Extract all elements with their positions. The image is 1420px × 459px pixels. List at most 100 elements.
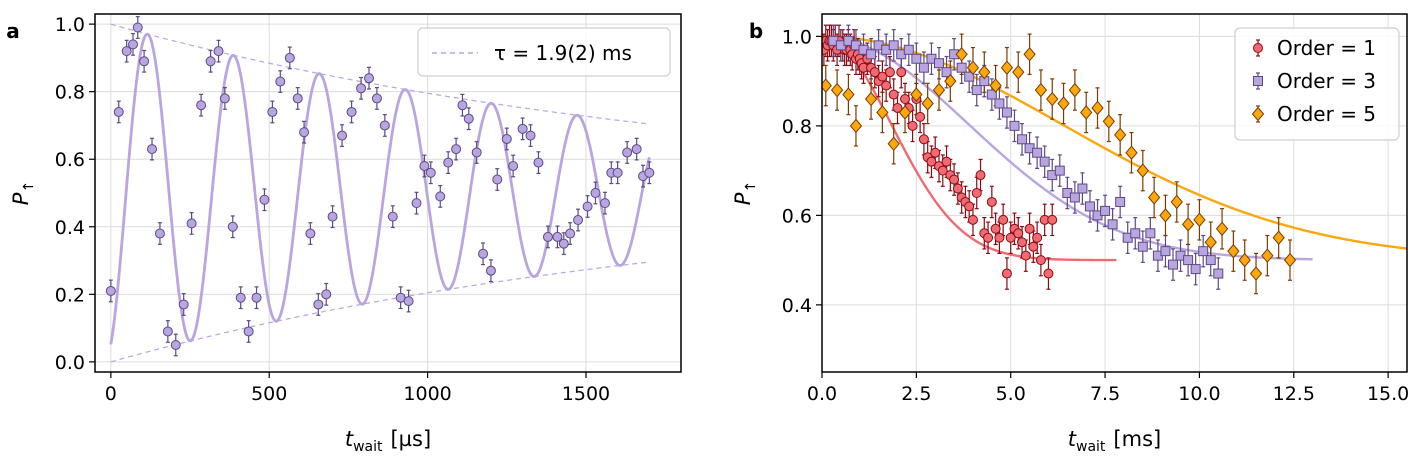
data-point	[196, 100, 207, 111]
x-axis-label-unit: [µs]	[390, 427, 431, 451]
data-point	[305, 228, 316, 239]
data-point	[542, 231, 553, 242]
data-point	[485, 265, 496, 276]
data-point-order-1	[884, 67, 895, 78]
data-point-order-5	[966, 60, 980, 75]
y-tick-label: 0.4	[55, 217, 85, 239]
data-point-order-1	[937, 165, 948, 176]
plot-frame	[94, 13, 682, 373]
data-point-order-5	[932, 82, 946, 98]
data-point-order-5	[1283, 252, 1297, 268]
data-point-order-1	[918, 134, 929, 145]
panel-a: 0 500 1000 1500 0.0 0.2 0.4 0.6 0.8 1.0 τ = 1.9(2)…	[6, 13, 682, 455]
data-point	[379, 120, 390, 131]
data-point-order-5	[887, 136, 900, 152]
data-point-order-3	[1001, 107, 1012, 118]
y-tick-label: 0.4	[782, 295, 812, 317]
x-tick-label: 15.0	[1367, 383, 1409, 405]
data-point	[132, 22, 143, 33]
data-point-order-3	[888, 40, 899, 51]
data-point-order-5	[1204, 234, 1217, 250]
data-point-order-1	[896, 67, 907, 78]
data-point-order-3	[964, 71, 975, 82]
data-point	[599, 198, 610, 209]
y-tick-label: 0.2	[55, 284, 85, 306]
data-point	[492, 174, 503, 185]
data-point-order-5	[1080, 105, 1093, 120]
data-point	[533, 157, 544, 168]
x-tick-label: 1000	[403, 383, 451, 405]
data-point	[644, 167, 655, 178]
data-point	[128, 39, 139, 50]
data-point-order-5	[876, 105, 889, 120]
data-point	[403, 296, 414, 307]
data-point-order-3	[1190, 264, 1201, 275]
data-point	[213, 46, 224, 57]
data-point-order-5	[1114, 127, 1127, 143]
data-point	[299, 127, 310, 138]
data-point-order-5	[1000, 60, 1014, 75]
legend-label: Order = 5	[1277, 102, 1376, 126]
data-point-order-1	[971, 188, 982, 198]
legend-marker	[1253, 76, 1263, 86]
data-point-order-1	[1028, 241, 1039, 252]
y-tick-label: 0.8	[782, 116, 812, 138]
data-point-order-3	[1137, 241, 1148, 252]
data-point	[425, 167, 436, 178]
x-tick-label: 5.0	[996, 383, 1026, 405]
data-point-order-3	[1107, 219, 1118, 230]
data-point-order-5	[1023, 47, 1036, 62]
data-point-order-1	[990, 223, 1001, 234]
data-point-order-3	[1115, 196, 1126, 207]
data-point	[387, 211, 398, 222]
x-axis-label: twait [ms]	[1068, 427, 1161, 455]
x-axis-label-subscript: wait	[353, 439, 383, 455]
data-point-order-5	[1193, 212, 1206, 228]
data-point	[565, 228, 576, 239]
data-point-order-3	[1145, 228, 1156, 239]
data-point-order-5	[1261, 248, 1274, 263]
data-point-order-1	[877, 71, 888, 82]
data-point	[227, 221, 238, 232]
data-point-order-3	[1054, 165, 1065, 176]
data-point-order-1	[881, 80, 892, 91]
plot-area	[105, 16, 655, 363]
data-point	[337, 130, 348, 141]
data-point	[501, 133, 512, 144]
data-point	[443, 157, 454, 168]
panel-label: a	[6, 19, 20, 43]
data-point-order-5	[1249, 266, 1263, 281]
data-point	[327, 211, 338, 222]
data-point	[573, 215, 584, 226]
data-point-order-1	[967, 214, 978, 225]
data-point-order-5	[978, 64, 991, 80]
data-point-order-1	[1017, 237, 1028, 248]
data-point-order-3	[1032, 147, 1043, 158]
data-point	[463, 113, 474, 124]
data-point-order-5	[1091, 100, 1104, 116]
data-point-order-1	[1005, 232, 1016, 243]
data-point	[235, 292, 246, 303]
data-point-order-1	[1035, 255, 1046, 266]
data-point-order-5	[955, 47, 968, 62]
data-point	[275, 76, 286, 87]
data-point-order-1	[1032, 232, 1043, 243]
x-tick-label: 7.5	[1090, 383, 1120, 405]
x-tick-label: 0	[105, 383, 117, 405]
data-point	[121, 46, 132, 57]
data-point	[178, 299, 189, 310]
data-point	[631, 144, 642, 155]
data-point	[284, 52, 295, 63]
y-tick-label: 0.0	[55, 352, 85, 374]
data-point	[471, 147, 482, 158]
data-point-order-5	[1012, 64, 1025, 80]
data-point	[113, 106, 124, 117]
data-point-order-1	[964, 201, 975, 212]
data-point	[590, 188, 601, 198]
legend-box	[1234, 27, 1400, 141]
data-point-order-3	[934, 58, 944, 69]
data-point	[186, 218, 197, 229]
data-point-order-3	[903, 44, 914, 55]
legend-label: Order = 1	[1277, 36, 1376, 60]
data-point-order-1	[952, 183, 963, 194]
